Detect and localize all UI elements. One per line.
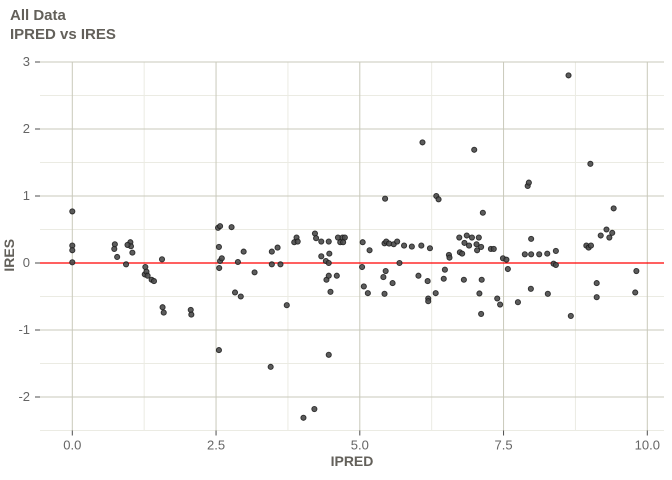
svg-text:IPRED: IPRED: [331, 453, 374, 469]
svg-text:3: 3: [23, 54, 30, 69]
svg-text:2: 2: [23, 121, 30, 136]
svg-text:-2: -2: [18, 389, 30, 404]
svg-text:5.0: 5.0: [351, 438, 369, 453]
svg-text:10.0: 10.0: [635, 438, 660, 453]
svg-text:2.5: 2.5: [207, 438, 225, 453]
svg-text:7.5: 7.5: [495, 438, 513, 453]
svg-text:-1: -1: [18, 322, 30, 337]
svg-text:0.0: 0.0: [63, 438, 81, 453]
svg-text:1: 1: [23, 188, 30, 203]
svg-text:IRES: IRES: [1, 239, 17, 272]
svg-text:0: 0: [23, 255, 30, 270]
